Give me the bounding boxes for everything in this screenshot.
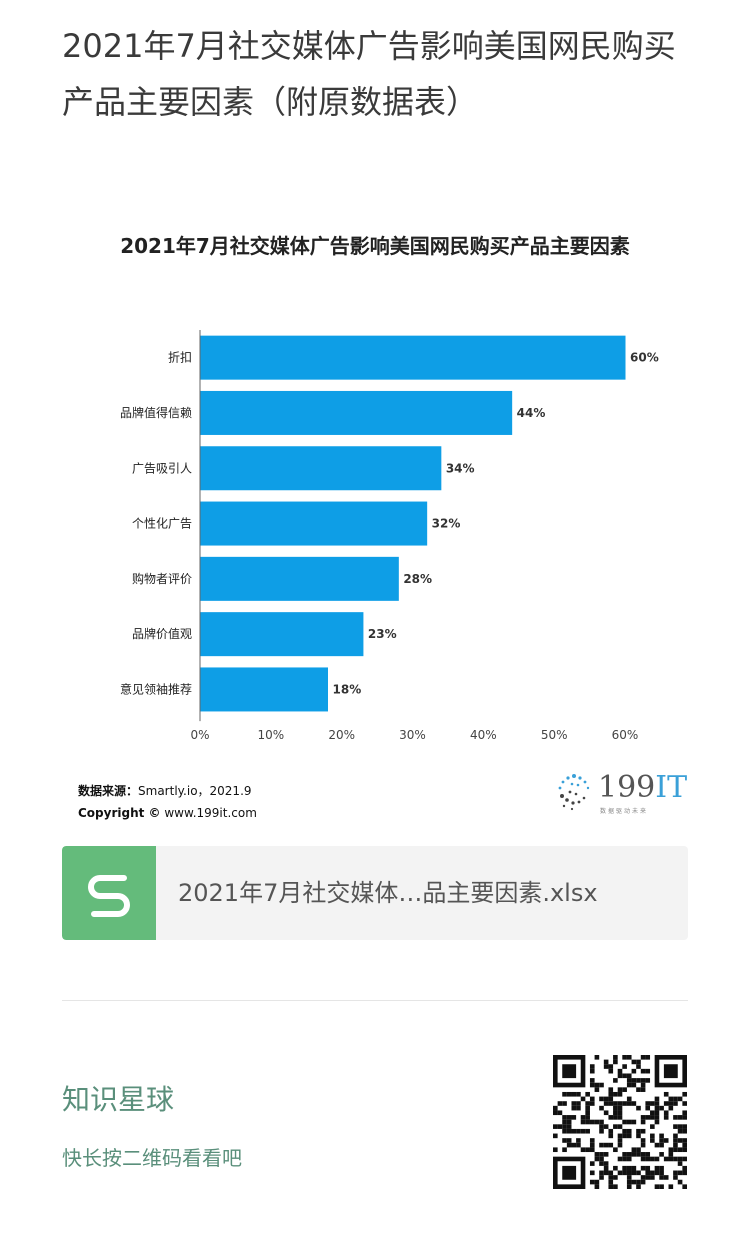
x-tick-label: 40% [470,728,497,742]
category-label: 品牌价值观 [132,626,192,641]
bar [200,667,328,712]
x-tick-label: 30% [399,728,426,742]
category-label: 折扣 [168,350,192,365]
x-tick-label: 0% [190,728,209,742]
source-label: 数据来源： [78,784,139,798]
data-label: 44% [517,406,546,420]
logo-it: IT [655,770,688,805]
data-label: 28% [403,572,432,586]
divider [62,1000,688,1001]
category-label: 广告吸引人 [132,461,192,475]
data-label: 23% [368,627,397,641]
199it-logo: 199IT 数据驱动未来 [552,768,692,818]
category-label: 个性化广告 [132,517,192,531]
bar [200,501,428,546]
chart-title: 2021年7月社交媒体广告影响美国网民购买产品主要因素 [120,234,630,258]
file-name: 2021年7月社交媒体…品主要因素.xlsx [178,879,598,907]
bar-chart: 折扣 60% 品牌值得信赖 44% 广告吸引人 34% 个性化广告 32% 购物者评价 28% 品牌… [120,330,659,742]
file-attachment[interactable]: 2021年7月社交媒体…品主要因素.xlsx [62,846,688,940]
qr-code-icon[interactable] [553,1055,687,1189]
logo-tagline: 数据驱动未来 [600,808,649,815]
data-label: 32% [432,517,461,531]
x-tick-label: 60% [612,728,639,742]
category-label: 购物者评价 [132,571,192,586]
data-label: 34% [446,461,475,475]
x-tick-label: 50% [541,728,568,742]
logo-dots-icon [558,774,590,811]
bar [200,335,626,380]
source-text: Smartly.io，2021.9 [138,784,252,798]
spreadsheet-s-icon [62,846,156,940]
copyright-text: www.199it.com [160,806,257,820]
category-label: 品牌值得信赖 [120,405,192,420]
planet-title: 知识星球 [62,1083,175,1116]
x-tick-label: 10% [257,728,284,742]
data-label: 60% [630,351,659,365]
x-tick-label: 20% [328,728,355,742]
bar [200,612,364,657]
bar [200,556,399,601]
logo-number: 199 [598,770,656,805]
planet-subtitle: 快长按二维码看看吧 [62,1146,242,1170]
copyright-label: Copyright © [78,806,161,820]
category-label: 意见领袖推荐 [120,681,192,696]
bar [200,446,442,491]
page-title: 2021年7月社交媒体广告影响美国网民购买产品主要因素（附原数据表） [62,27,676,121]
chart-container: 2021年7月社交媒体广告影响美国网民购买产品主要因素 折扣 60% 品牌值得信赖 4… [40,220,710,830]
bar [200,390,513,435]
source-block: 数据来源：Smartly.io，2021.9 Copyright © www.1… [78,780,257,824]
data-label: 18% [333,682,362,696]
